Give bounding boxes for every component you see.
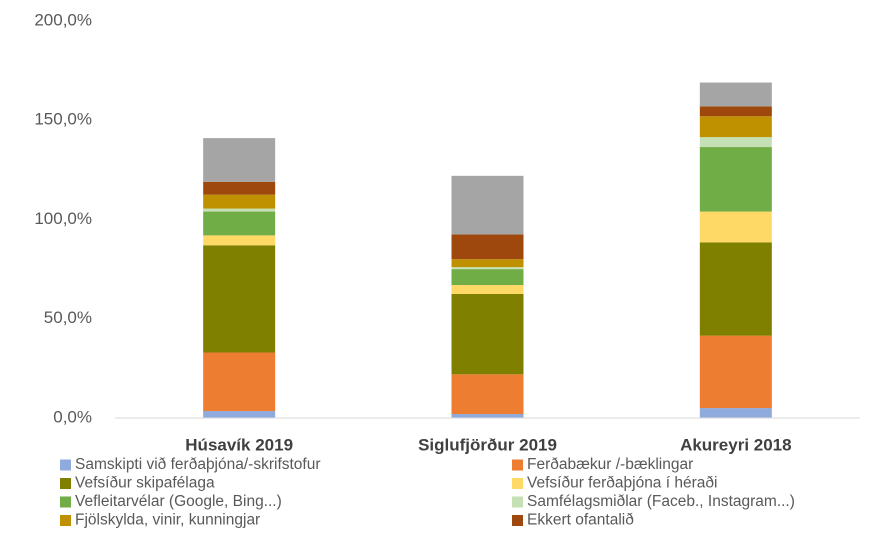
legend-swatch: [512, 478, 523, 489]
bar-segment: [699, 137, 772, 148]
x-tick-label: Siglufjörður 2019: [418, 435, 557, 454]
legend-swatch: [60, 496, 71, 508]
bar-segment: [451, 285, 524, 294]
legend-swatch: [60, 478, 71, 489]
legend-label: Fjölskylda, vinir, kunningjar: [75, 512, 260, 529]
bar-segment: [203, 411, 276, 418]
bar-segment: [203, 194, 276, 209]
bar-segment: [451, 259, 524, 268]
bar-segment: [451, 269, 524, 286]
legend-swatch: [60, 515, 71, 526]
legend-swatch: [512, 515, 523, 526]
legend-label: Samskipti við ferðaþjóna/-skrifstofur: [75, 456, 321, 473]
legend-label: Ferðabækur /-bæklingar: [527, 456, 693, 473]
legend-label: Vefleitarvélar (Google, Bing...): [75, 493, 282, 510]
legend-swatch: [512, 496, 523, 508]
bar-segment: [699, 211, 772, 243]
legend-swatch: [60, 459, 71, 471]
bar-segment: [203, 208, 276, 212]
y-tick-label: 150,0%: [34, 110, 92, 129]
bar-segment: [203, 138, 276, 182]
bar-segment: [451, 414, 524, 418]
bar-segment: [203, 235, 276, 246]
bar-segment: [699, 82, 772, 107]
bar-segment: [203, 352, 276, 412]
bar-segment: [203, 211, 276, 236]
legend-swatch: [512, 459, 523, 471]
bar-segment: [699, 335, 772, 409]
bar-segment: [699, 147, 772, 212]
legend-label: Samfélagsmiðlar (Faceb., Instagram...): [527, 493, 795, 510]
legend-label: Ekkert ofantalið: [527, 512, 634, 529]
bar-segment: [451, 175, 524, 235]
bar-segment: [451, 293, 524, 375]
bar-segment: [451, 374, 524, 415]
bar-segment: [451, 234, 524, 260]
bar-segment: [451, 267, 524, 270]
y-tick-label: 200,0%: [34, 10, 92, 29]
bar-segment: [203, 245, 276, 353]
legend-label: Vefsíður skipafélaga: [75, 475, 215, 492]
bar-segment: [699, 408, 772, 418]
bar-segment: [699, 116, 772, 138]
bar-segment: [699, 106, 772, 117]
y-tick-label: 0,0%: [53, 407, 92, 426]
y-tick-label: 50,0%: [44, 308, 92, 327]
y-tick-label: 100,0%: [34, 209, 92, 228]
x-tick-label: Húsavík 2019: [185, 435, 293, 454]
bar-segment: [203, 181, 276, 195]
legend-label: Vefsíður ferðaþjóna í héraði: [527, 475, 717, 492]
x-tick-label: Akureyri 2018: [680, 435, 792, 454]
bar-segment: [699, 242, 772, 336]
